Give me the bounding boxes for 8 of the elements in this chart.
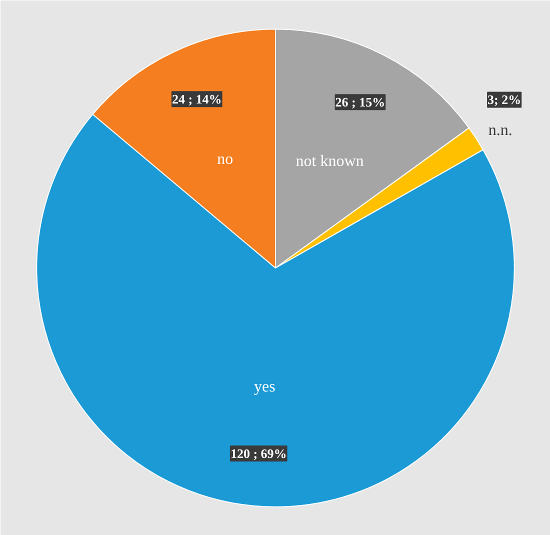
slice-label: yes [254, 378, 276, 396]
data-label: 120 ; 69% [230, 446, 287, 462]
slice-label: no [217, 151, 234, 168]
slice-label: not known [296, 153, 364, 170]
data-label: 3; 2% [488, 92, 522, 108]
data-label: 24 ; 14% [172, 92, 222, 107]
data-label: 26 ; 15% [335, 94, 386, 110]
slice-label: n.n. [488, 122, 512, 139]
